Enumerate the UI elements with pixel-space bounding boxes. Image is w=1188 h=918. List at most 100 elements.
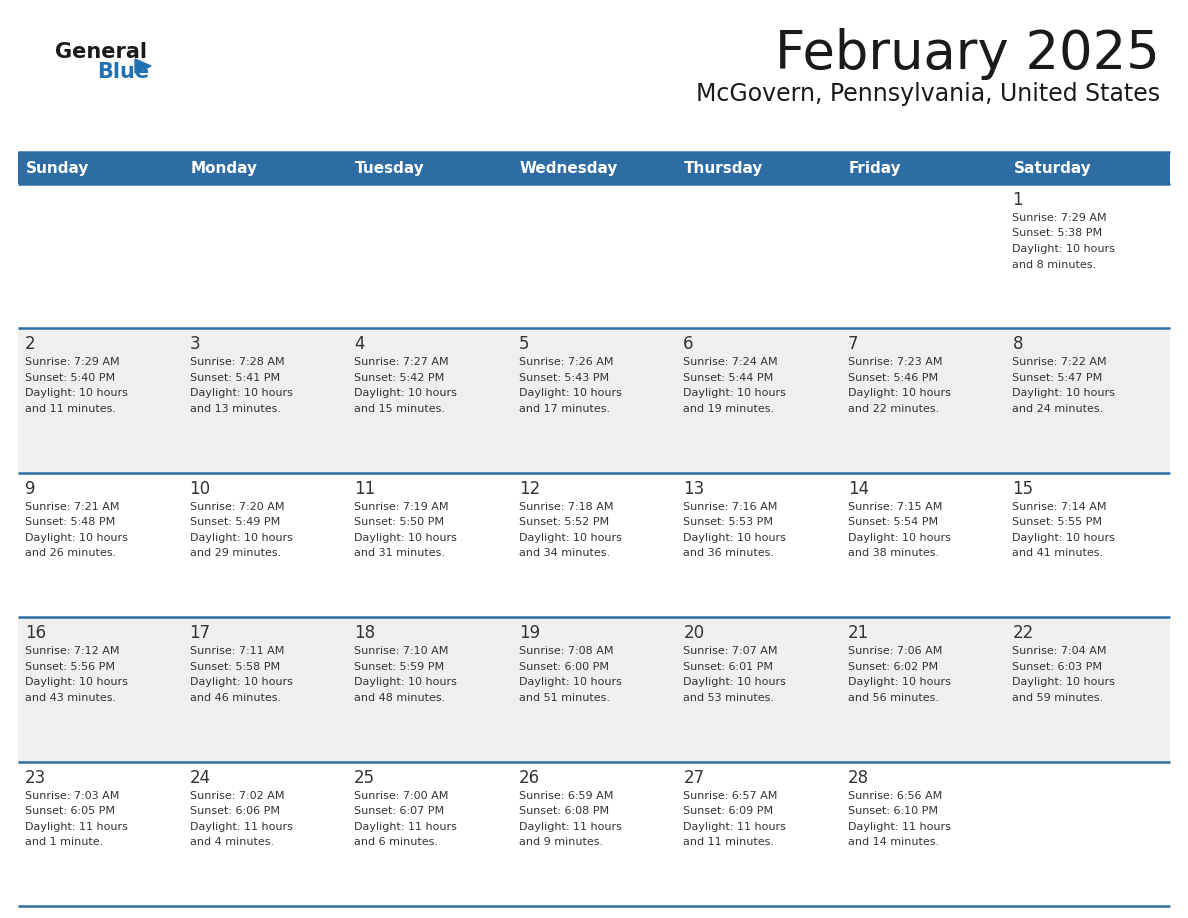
Text: 11: 11 [354,480,375,498]
Text: Sunset: 6:06 PM: Sunset: 6:06 PM [190,806,279,816]
Text: Daylight: 11 hours: Daylight: 11 hours [683,822,786,832]
Text: McGovern, Pennsylvania, United States: McGovern, Pennsylvania, United States [696,82,1159,106]
Text: Sunrise: 7:24 AM: Sunrise: 7:24 AM [683,357,778,367]
Text: Sunset: 5:44 PM: Sunset: 5:44 PM [683,373,773,383]
Text: Sunrise: 7:28 AM: Sunrise: 7:28 AM [190,357,284,367]
Text: 23: 23 [25,768,46,787]
Text: 7: 7 [848,335,859,353]
Text: Daylight: 10 hours: Daylight: 10 hours [190,532,292,543]
Text: 26: 26 [519,768,539,787]
Text: and 9 minutes.: and 9 minutes. [519,837,602,847]
Text: Sunrise: 7:23 AM: Sunrise: 7:23 AM [848,357,942,367]
Text: 18: 18 [354,624,375,643]
Text: 17: 17 [190,624,210,643]
Text: and 14 minutes.: and 14 minutes. [848,837,939,847]
Text: Daylight: 11 hours: Daylight: 11 hours [25,822,128,832]
Text: Daylight: 10 hours: Daylight: 10 hours [25,388,128,398]
Text: Sunrise: 7:00 AM: Sunrise: 7:00 AM [354,790,449,800]
Text: Sunset: 6:10 PM: Sunset: 6:10 PM [848,806,937,816]
Text: Sunrise: 7:22 AM: Sunrise: 7:22 AM [1012,357,1107,367]
Text: and 24 minutes.: and 24 minutes. [1012,404,1104,414]
Text: Friday: Friday [849,161,902,175]
Text: and 11 minutes.: and 11 minutes. [25,404,116,414]
Text: Daylight: 10 hours: Daylight: 10 hours [848,388,950,398]
Text: and 41 minutes.: and 41 minutes. [1012,548,1104,558]
Text: Daylight: 10 hours: Daylight: 10 hours [683,388,786,398]
Text: Monday: Monday [190,161,258,175]
Text: and 53 minutes.: and 53 minutes. [683,693,775,702]
Text: and 34 minutes.: and 34 minutes. [519,548,609,558]
Text: Sunset: 6:03 PM: Sunset: 6:03 PM [1012,662,1102,672]
Text: Daylight: 11 hours: Daylight: 11 hours [848,822,950,832]
Text: Sunset: 6:08 PM: Sunset: 6:08 PM [519,806,608,816]
Text: Sunset: 5:46 PM: Sunset: 5:46 PM [848,373,939,383]
Text: 13: 13 [683,480,704,498]
Text: Daylight: 10 hours: Daylight: 10 hours [519,532,621,543]
Text: Daylight: 10 hours: Daylight: 10 hours [190,677,292,688]
Text: and 22 minutes.: and 22 minutes. [848,404,939,414]
Text: 16: 16 [25,624,46,643]
Bar [18,152,1170,184]
Text: Daylight: 11 hours: Daylight: 11 hours [519,822,621,832]
Text: 28: 28 [848,768,868,787]
Text: Daylight: 10 hours: Daylight: 10 hours [354,532,457,543]
Bar [18,762,1170,906]
Text: Sunrise: 7:12 AM: Sunrise: 7:12 AM [25,646,120,656]
Text: Sunrise: 7:29 AM: Sunrise: 7:29 AM [25,357,120,367]
Text: and 51 minutes.: and 51 minutes. [519,693,609,702]
Text: Sunset: 6:02 PM: Sunset: 6:02 PM [848,662,939,672]
Text: Sunrise: 7:07 AM: Sunrise: 7:07 AM [683,646,778,656]
Text: 12: 12 [519,480,541,498]
Text: and 46 minutes.: and 46 minutes. [190,693,280,702]
Text: Sunrise: 7:29 AM: Sunrise: 7:29 AM [1012,213,1107,223]
Text: Sunset: 5:56 PM: Sunset: 5:56 PM [25,662,115,672]
Text: 20: 20 [683,624,704,643]
Text: 10: 10 [190,480,210,498]
Text: Daylight: 10 hours: Daylight: 10 hours [1012,244,1116,254]
Text: Sunset: 6:09 PM: Sunset: 6:09 PM [683,806,773,816]
Text: and 15 minutes.: and 15 minutes. [354,404,446,414]
Text: and 59 minutes.: and 59 minutes. [1012,693,1104,702]
Text: 25: 25 [354,768,375,787]
Text: Daylight: 10 hours: Daylight: 10 hours [848,532,950,543]
Text: General: General [55,42,147,62]
Text: Wednesday: Wednesday [519,161,618,175]
Text: Sunset: 5:53 PM: Sunset: 5:53 PM [683,518,773,527]
Text: Daylight: 10 hours: Daylight: 10 hours [25,532,128,543]
Text: Sunset: 5:43 PM: Sunset: 5:43 PM [519,373,608,383]
Text: and 36 minutes.: and 36 minutes. [683,548,775,558]
Text: and 43 minutes.: and 43 minutes. [25,693,116,702]
Text: Sunset: 5:41 PM: Sunset: 5:41 PM [190,373,279,383]
Text: Daylight: 10 hours: Daylight: 10 hours [1012,532,1116,543]
Text: Daylight: 10 hours: Daylight: 10 hours [190,388,292,398]
Text: Daylight: 11 hours: Daylight: 11 hours [190,822,292,832]
Text: Daylight: 11 hours: Daylight: 11 hours [354,822,457,832]
Polygon shape [135,59,151,73]
Text: Sunset: 5:49 PM: Sunset: 5:49 PM [190,518,280,527]
Text: Sunrise: 7:16 AM: Sunrise: 7:16 AM [683,502,778,512]
Text: 6: 6 [683,335,694,353]
Text: Sunrise: 7:10 AM: Sunrise: 7:10 AM [354,646,449,656]
Text: and 8 minutes.: and 8 minutes. [1012,260,1097,270]
Text: 5: 5 [519,335,529,353]
Text: Sunrise: 7:27 AM: Sunrise: 7:27 AM [354,357,449,367]
Text: Sunset: 5:40 PM: Sunset: 5:40 PM [25,373,115,383]
Text: 1: 1 [1012,191,1023,209]
Text: February 2025: February 2025 [776,28,1159,80]
Text: Daylight: 10 hours: Daylight: 10 hours [25,677,128,688]
Text: Sunset: 6:00 PM: Sunset: 6:00 PM [519,662,608,672]
Text: 19: 19 [519,624,539,643]
Text: 14: 14 [848,480,868,498]
Text: Sunrise: 7:21 AM: Sunrise: 7:21 AM [25,502,120,512]
Text: Sunrise: 7:15 AM: Sunrise: 7:15 AM [848,502,942,512]
Text: 22: 22 [1012,624,1034,643]
Text: Daylight: 10 hours: Daylight: 10 hours [1012,677,1116,688]
Text: Sunrise: 7:14 AM: Sunrise: 7:14 AM [1012,502,1107,512]
Text: Sunset: 5:58 PM: Sunset: 5:58 PM [190,662,279,672]
Text: Thursday: Thursday [684,161,764,175]
Text: Sunrise: 7:19 AM: Sunrise: 7:19 AM [354,502,449,512]
Text: Sunrise: 6:56 AM: Sunrise: 6:56 AM [848,790,942,800]
Text: 9: 9 [25,480,36,498]
Text: 8: 8 [1012,335,1023,353]
Text: Saturday: Saturday [1013,161,1092,175]
